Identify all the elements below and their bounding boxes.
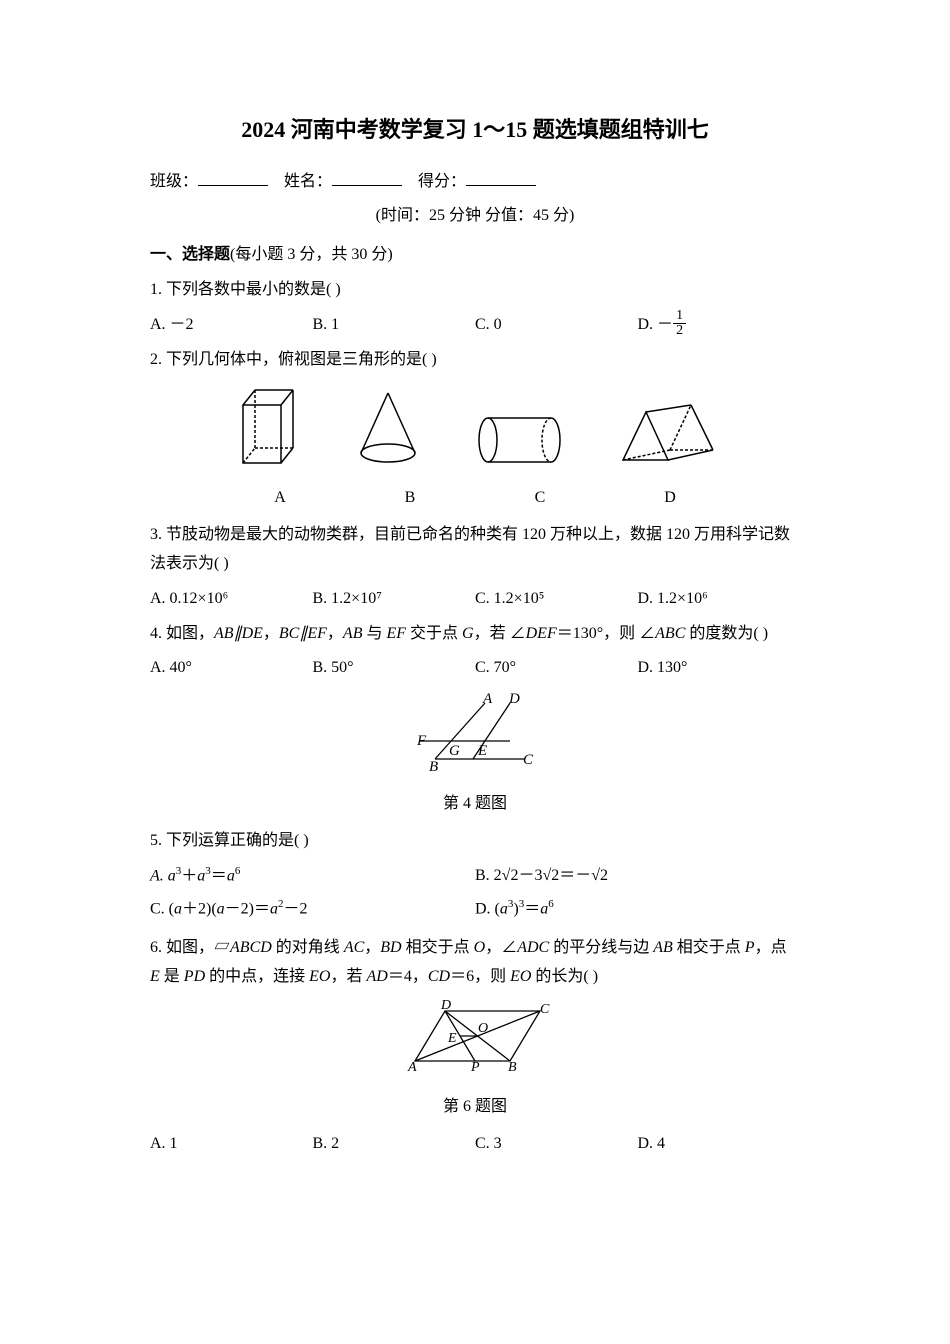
q6-options: A. 1 B. 2 C. 3 D. 4 bbox=[150, 1130, 800, 1159]
q2-figure-c bbox=[473, 410, 568, 481]
question-6: 6. 如图，▱ABCD 的对角线 AC，BD 相交于点 O，∠ADC 的平分线与… bbox=[150, 934, 800, 1159]
svg-text:B: B bbox=[429, 759, 438, 771]
q5-opt-d: D. (a3)3＝a6 bbox=[475, 895, 800, 924]
q6-opt-c: C. 3 bbox=[475, 1130, 638, 1159]
q4-figure: A D F B C G E bbox=[150, 691, 800, 782]
q4-opt-d: D. 130° bbox=[638, 654, 801, 683]
svg-text:D: D bbox=[440, 999, 451, 1013]
cone-icon bbox=[353, 385, 423, 470]
question-3: 3. 节肢动物是最大的动物类群，目前已命名的种类有 120 万种以上，数据 12… bbox=[150, 521, 800, 613]
q4-text: 4. 如图，AB∥DE，BC∥EF，AB 与 EF 交于点 G，若 ∠DEF＝1… bbox=[150, 620, 800, 649]
q3-opt-d: D. 1.2×10⁶ bbox=[638, 585, 801, 614]
fraction-one-half: 12 bbox=[673, 309, 686, 338]
student-info-line: 班级： 姓名： 得分： bbox=[150, 168, 800, 197]
class-blank bbox=[198, 168, 268, 186]
q3-options: A. 0.12×10⁶ B. 1.2×10⁷ C. 1.2×10⁵ D. 1.2… bbox=[150, 585, 800, 614]
time-info: (时间：25 分钟 分值：45 分) bbox=[150, 202, 800, 231]
section-1-title: 一、选择题(每小题 3 分，共 30 分) bbox=[150, 241, 800, 270]
q4-caption: 第 4 题图 bbox=[150, 790, 800, 819]
q6-caption: 第 6 题图 bbox=[150, 1093, 800, 1122]
section-1-rest: (每小题 3 分，共 30 分) bbox=[230, 246, 393, 263]
q1-opt-a: A. －2 bbox=[150, 311, 313, 340]
q1-options: A. －2 B. 1 C. 0 D. －12 bbox=[150, 311, 800, 340]
q1-d-prefix: D. － bbox=[638, 316, 674, 333]
svg-text:F: F bbox=[416, 733, 427, 749]
svg-text:B: B bbox=[508, 1060, 517, 1074]
q6-figure: D C A B P O E bbox=[150, 999, 800, 1085]
q3-opt-a: A. 0.12×10⁶ bbox=[150, 585, 313, 614]
q5-opt-c: C. (a＋2)(a－2)＝a2－2 bbox=[150, 895, 475, 924]
question-2: 2. 下列几何体中，俯视图是三角形的是( ) bbox=[150, 346, 800, 513]
q6-opt-d: D. 4 bbox=[638, 1130, 801, 1159]
svg-text:D: D bbox=[508, 691, 520, 707]
q3-text: 3. 节肢动物是最大的动物类群，目前已命名的种类有 120 万种以上，数据 12… bbox=[150, 521, 800, 579]
svg-text:G: G bbox=[449, 743, 460, 759]
q6-opt-a: A. 1 bbox=[150, 1130, 313, 1159]
q3-opt-c: C. 1.2×10⁵ bbox=[475, 585, 638, 614]
q4-diagram: A D F B C G E bbox=[405, 691, 545, 771]
q6-diagram: D C A B P O E bbox=[395, 999, 555, 1074]
question-4: 4. 如图，AB∥DE，BC∥EF，AB 与 EF 交于点 G，若 ∠DEF＝1… bbox=[150, 620, 800, 819]
name-blank bbox=[332, 168, 402, 186]
q6-text: 6. 如图，▱ABCD 的对角线 AC，BD 相交于点 O，∠ADC 的平分线与… bbox=[150, 934, 800, 992]
question-1: 1. 下列各数中最小的数是( ) A. －2 B. 1 C. 0 D. －12 bbox=[150, 276, 800, 340]
class-label: 班级： bbox=[150, 173, 198, 190]
svg-text:A: A bbox=[482, 691, 493, 707]
q2-figure-b bbox=[353, 385, 423, 481]
svg-text:C: C bbox=[523, 752, 534, 768]
score-blank bbox=[466, 168, 536, 186]
q5-opt-b: B. 2√2－3√2＝－√2 bbox=[475, 862, 800, 891]
q4-opt-c: C. 70° bbox=[475, 654, 638, 683]
q4-opt-b: B. 50° bbox=[313, 654, 476, 683]
q1-text: 1. 下列各数中最小的数是( ) bbox=[150, 276, 800, 305]
cylinder-icon bbox=[473, 410, 568, 470]
section-1-bold: 一、选择题 bbox=[150, 246, 230, 263]
q2-label-a: A bbox=[215, 484, 345, 513]
q2-figure-a bbox=[233, 385, 303, 481]
score-label: 得分： bbox=[418, 173, 466, 190]
q2-label-d: D bbox=[605, 484, 735, 513]
prism-icon bbox=[618, 400, 718, 470]
svg-text:A: A bbox=[407, 1060, 417, 1074]
q2-text: 2. 下列几何体中，俯视图是三角形的是( ) bbox=[150, 346, 800, 375]
q2-label-c: C bbox=[475, 484, 605, 513]
q5-opt-a: A. a3＋a3＝a6 bbox=[150, 862, 475, 891]
name-label: 姓名： bbox=[284, 173, 332, 190]
q1-opt-c: C. 0 bbox=[475, 311, 638, 340]
svg-text:C: C bbox=[540, 1002, 550, 1017]
svg-text:O: O bbox=[478, 1021, 488, 1036]
q5-text: 5. 下列运算正确的是( ) bbox=[150, 827, 800, 856]
q1-opt-d: D. －12 bbox=[638, 311, 801, 340]
q2-figures bbox=[150, 385, 800, 481]
q4-options: A. 40° B. 50° C. 70° D. 130° bbox=[150, 654, 800, 683]
q4-opt-a: A. 40° bbox=[150, 654, 313, 683]
q2-label-b: B bbox=[345, 484, 475, 513]
q1-opt-b: B. 1 bbox=[313, 311, 476, 340]
q5-options: A. a3＋a3＝a6 B. 2√2－3√2＝－√2 C. (a＋2)(a－2)… bbox=[150, 862, 800, 928]
question-5: 5. 下列运算正确的是( ) A. a3＋a3＝a6 B. 2√2－3√2＝－√… bbox=[150, 827, 800, 928]
q2-labels: A B C D bbox=[150, 484, 800, 513]
cuboid-icon bbox=[233, 385, 303, 470]
svg-text:P: P bbox=[470, 1060, 480, 1074]
page-title: 2024 河南中考数学复习 1～15 题选填题组特训七 bbox=[150, 110, 800, 150]
q3-opt-b: B. 1.2×10⁷ bbox=[313, 585, 476, 614]
svg-text:E: E bbox=[447, 1031, 457, 1046]
q6-opt-b: B. 2 bbox=[313, 1130, 476, 1159]
svg-text:E: E bbox=[477, 743, 487, 759]
q2-figure-d bbox=[618, 400, 718, 481]
